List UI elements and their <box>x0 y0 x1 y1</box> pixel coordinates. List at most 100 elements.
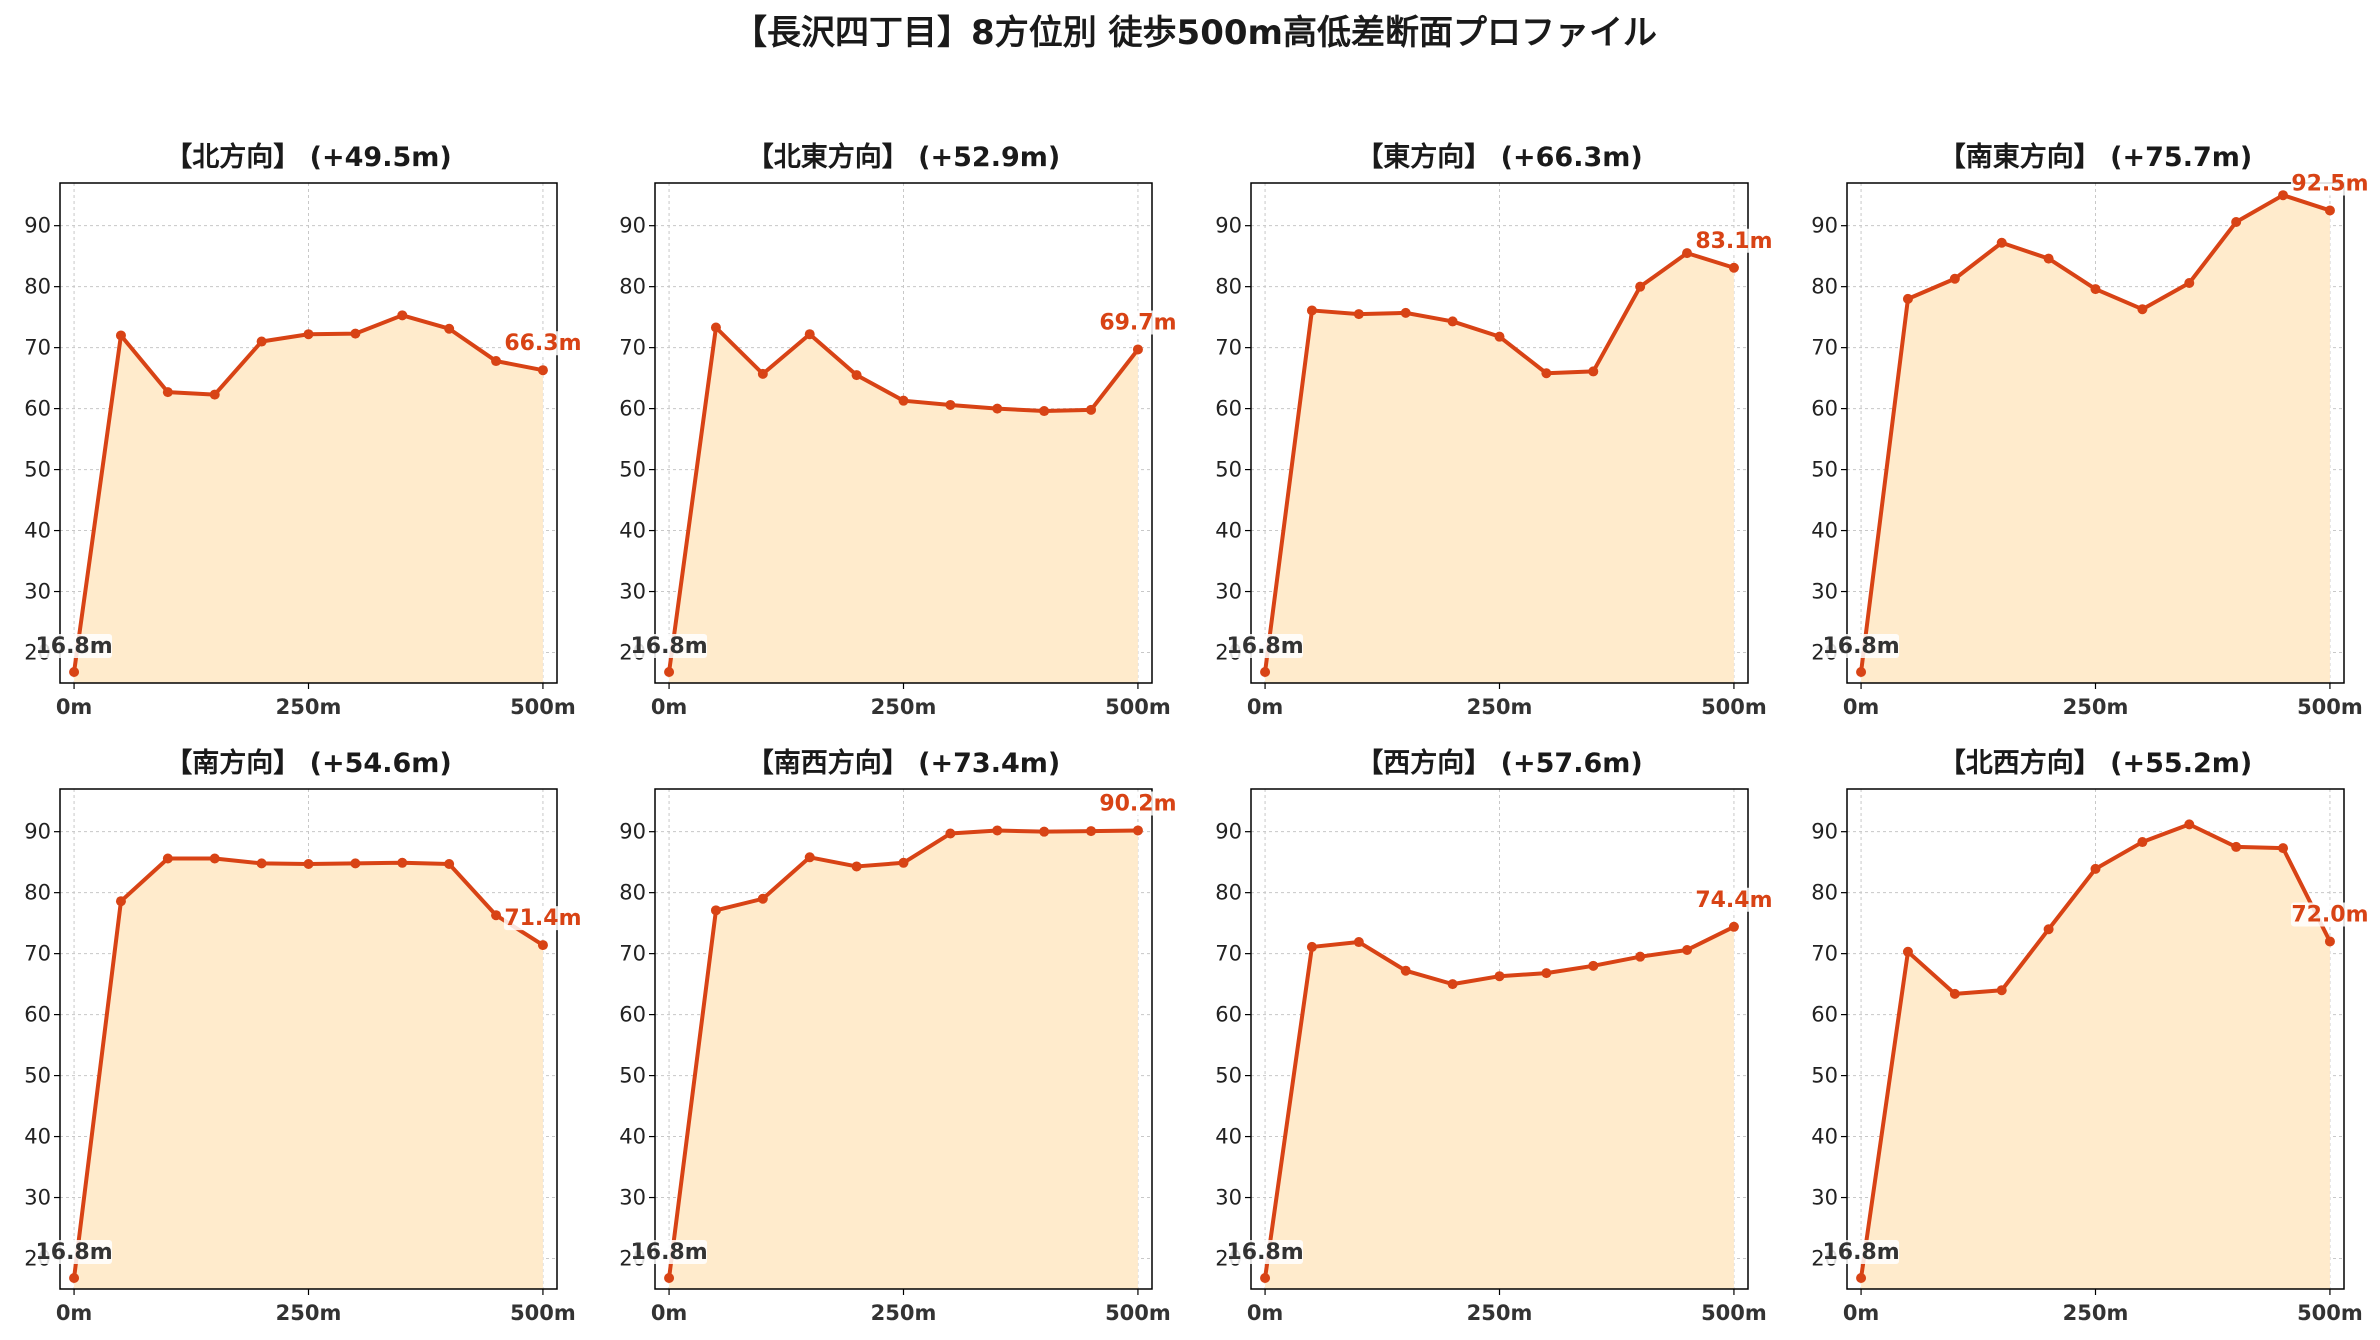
panel-7: 【北西方向】 (+55.2m)20304050607080900m250m500… <box>1811 747 2369 1325</box>
x-tick-label: 250m <box>276 1301 342 1325</box>
data-point <box>1682 944 1693 955</box>
y-tick-label: 40 <box>1215 519 1242 543</box>
y-tick-label: 50 <box>1215 458 1242 482</box>
y-tick-label: 70 <box>24 942 51 966</box>
data-point <box>2278 190 2289 201</box>
data-point <box>162 853 173 864</box>
data-point <box>1086 404 1097 415</box>
data-point <box>2231 217 2242 228</box>
y-tick-label: 50 <box>24 458 51 482</box>
panel-title: 【北東方向】 (+52.9m) <box>747 141 1060 173</box>
data-point <box>2090 863 2101 874</box>
data-point <box>1588 366 1599 377</box>
y-tick-label: 80 <box>24 881 51 905</box>
data-point <box>1447 979 1458 990</box>
y-tick-label: 70 <box>619 336 646 360</box>
figure-title: 【長沢四丁目】8方位別 徒歩500m高低差断面プロファイル <box>733 13 1657 53</box>
area-fill <box>1265 253 1734 683</box>
data-point <box>2043 253 2054 264</box>
data-point <box>1856 667 1867 678</box>
start-label-text: 16.8m <box>1822 634 1899 659</box>
y-tick-label: 50 <box>1811 1064 1838 1088</box>
data-point <box>1306 941 1317 952</box>
data-point <box>1902 293 1913 304</box>
data-point <box>1260 1273 1271 1284</box>
data-point <box>303 329 314 340</box>
data-point <box>945 399 956 410</box>
x-tick-label: 0m <box>1247 695 1284 719</box>
end-label: 92.5m <box>2290 171 2369 196</box>
data-point <box>1494 971 1505 982</box>
data-point <box>2278 843 2289 854</box>
data-point <box>115 330 126 341</box>
data-point <box>664 1273 675 1284</box>
x-tick-label: 0m <box>651 1301 688 1325</box>
panel-title: 【南西方向】 (+73.4m) <box>747 747 1060 779</box>
y-tick-label: 80 <box>619 275 646 299</box>
end-label-text: 83.1m <box>1695 229 1772 254</box>
data-point <box>69 667 80 678</box>
y-tick-label: 30 <box>619 580 646 604</box>
data-point <box>1728 262 1739 273</box>
start-label: 16.8m <box>630 634 708 659</box>
y-tick-label: 90 <box>1811 820 1838 844</box>
end-label-bg <box>1098 791 1177 816</box>
data-point <box>1353 309 1364 320</box>
y-tick-label: 80 <box>1215 881 1242 905</box>
start-label-bg <box>1823 634 1900 659</box>
y-tick-label: 30 <box>1811 580 1838 604</box>
y-tick-label: 30 <box>1215 580 1242 604</box>
data-point <box>303 859 314 869</box>
y-tick-label: 40 <box>1811 1125 1838 1149</box>
data-point <box>1039 406 1050 417</box>
x-tick-label: 250m <box>2063 695 2129 719</box>
start-label-text: 16.8m <box>630 634 707 659</box>
data-point <box>1353 937 1364 948</box>
y-tick-label: 30 <box>619 1186 646 1210</box>
x-tick-label: 500m <box>1105 695 1171 719</box>
data-point <box>115 896 126 907</box>
y-tick-label: 70 <box>619 942 646 966</box>
data-point <box>1902 946 1913 957</box>
y-tick-label: 50 <box>1811 458 1838 482</box>
panel-title: 【東方向】 (+66.3m) <box>1356 141 1642 173</box>
data-point <box>1541 968 1552 979</box>
start-label: 16.8m <box>630 1240 708 1265</box>
data-point <box>1494 331 1505 342</box>
area-fill <box>669 327 1138 683</box>
area-fill <box>669 830 1138 1289</box>
data-point <box>992 825 1003 836</box>
x-tick-label: 500m <box>1701 1301 1767 1325</box>
panel-2: 【東方向】 (+66.3m)20304050607080900m250m500m… <box>1215 141 1773 719</box>
data-point <box>1588 960 1599 971</box>
panel-title: 【西方向】 (+57.6m) <box>1356 747 1642 779</box>
data-point <box>69 1273 80 1284</box>
area-fill <box>74 858 543 1289</box>
end-label-text: 72.0m <box>2291 902 2368 927</box>
area-fill <box>1265 926 1734 1289</box>
panel-1: 【北東方向】 (+52.9m)20304050607080900m250m500… <box>619 141 1177 719</box>
start-label-bg <box>631 1240 708 1265</box>
y-tick-label: 90 <box>24 820 51 844</box>
start-label-bg <box>631 634 708 659</box>
y-tick-label: 30 <box>1215 1186 1242 1210</box>
data-point <box>491 910 502 921</box>
x-tick-label: 250m <box>276 695 342 719</box>
panel-0: 【北方向】 (+49.5m)20304050607080900m250m500m… <box>24 141 582 719</box>
data-point <box>1541 368 1552 379</box>
panel-6: 【西方向】 (+57.6m)20304050607080900m250m500m… <box>1215 747 1773 1325</box>
data-point <box>898 857 909 868</box>
data-point <box>1949 988 1960 999</box>
panel-4: 【南方向】 (+54.6m)20304050607080900m250m500m… <box>24 747 582 1325</box>
data-point <box>1132 344 1143 355</box>
end-label-text: 71.4m <box>504 906 581 931</box>
y-tick-label: 40 <box>24 519 51 543</box>
y-tick-label: 70 <box>1811 942 1838 966</box>
data-point <box>350 328 361 339</box>
y-tick-label: 90 <box>24 214 51 238</box>
y-tick-label: 60 <box>24 1003 51 1027</box>
start-label: 16.8m <box>35 634 113 659</box>
data-point <box>537 940 548 951</box>
start-label-bg <box>1823 1240 1900 1265</box>
data-point <box>1039 826 1050 837</box>
